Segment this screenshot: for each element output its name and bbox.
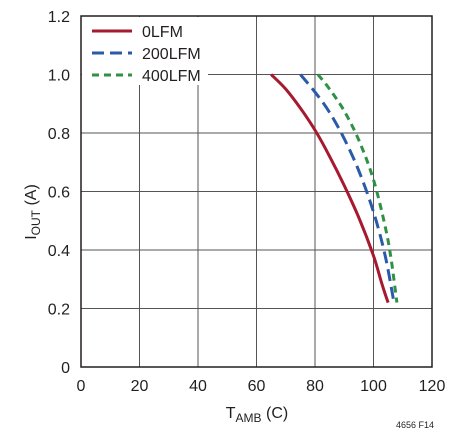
series-lines bbox=[270, 73, 399, 304]
x-tick-label: 100 bbox=[360, 378, 387, 395]
y-tick-label: 0.6 bbox=[48, 185, 70, 202]
y-tick-label: 0.8 bbox=[48, 126, 70, 143]
x-tick-label: 40 bbox=[189, 378, 207, 395]
x-axis-title-suffix: (C) bbox=[262, 405, 289, 422]
y-axis-title-main: I bbox=[23, 235, 40, 239]
x-tick-label: 20 bbox=[131, 378, 149, 395]
grid bbox=[80, 15, 433, 368]
y-tick-label: 0 bbox=[61, 360, 70, 377]
y-tick-label: 1.2 bbox=[48, 9, 70, 26]
y-axis-title-sub: OUT bbox=[29, 209, 43, 235]
x-axis-title-sub: AMB bbox=[236, 411, 262, 425]
y-tick-label: 0.4 bbox=[48, 243, 70, 260]
legend-label-400lfm: 400LFM bbox=[142, 68, 201, 85]
y-axis-title-suffix: (A) bbox=[23, 184, 40, 210]
x-axis-title: TAMB (C) bbox=[226, 405, 288, 425]
figure-id: 4656 F14 bbox=[396, 420, 434, 430]
x-tick-label: 60 bbox=[248, 378, 266, 395]
x-tick-label: 0 bbox=[77, 378, 86, 395]
x-tick-label: 120 bbox=[419, 378, 446, 395]
series-line-0lfm bbox=[270, 73, 390, 304]
x-axis-title-main: T bbox=[226, 405, 236, 422]
legend-box bbox=[82, 17, 208, 85]
tick-labels: 0 20 40 60 80 100 120 0 0.2 0.4 0.6 0.8 1.0 1.2 bbox=[48, 9, 446, 395]
plot-frame bbox=[80, 15, 433, 368]
x-tick-label: 80 bbox=[306, 378, 324, 395]
y-tick-label: 0.2 bbox=[48, 302, 70, 319]
legend-label-200lfm: 200LFM bbox=[142, 46, 201, 63]
series-line-200lfm bbox=[299, 73, 396, 303]
series-line-400lfm bbox=[316, 73, 399, 303]
legend-label-0lfm: 0LFM bbox=[142, 24, 183, 41]
y-tick-label: 1.0 bbox=[48, 68, 70, 85]
legend: 0LFM 200LFM 400LFM bbox=[82, 17, 208, 85]
y-axis-title: IOUT (A) bbox=[23, 184, 43, 240]
